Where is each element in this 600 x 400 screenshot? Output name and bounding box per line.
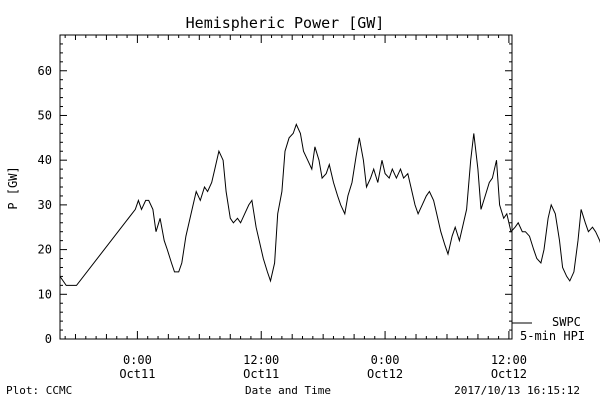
y-tick-label: 10	[38, 287, 52, 301]
x-axis-ticks: 0:00Oct1112:00Oct110:00Oct1212:00Oct120:…	[64, 35, 527, 381]
legend-hpi-label: 5-min HPI	[520, 329, 585, 343]
x-tick-time-label: 0:00	[123, 353, 152, 367]
footer-plot-credit: Plot: CCMC	[6, 384, 72, 397]
x-tick-date-label: Oct11	[119, 367, 155, 381]
x-tick-date-label: Oct12	[367, 367, 403, 381]
y-tick-label: 20	[38, 243, 52, 257]
x-axis-label: Date and Time	[245, 384, 331, 397]
footer-timestamp: 2017/10/13 16:15:12	[454, 384, 580, 397]
y-tick-label: 50	[38, 108, 52, 122]
legend: SWPC 5-min HPI	[512, 315, 585, 343]
y-tick-label: 40	[38, 153, 52, 167]
y-axis-label: P [GW]	[6, 166, 20, 209]
x-tick-time-label: 12:00	[243, 353, 279, 367]
x-tick-time-label: 12:00	[491, 353, 527, 367]
chart-title: Hemispheric Power [GW]	[186, 14, 385, 32]
x-tick-time-label: 0:00	[371, 353, 400, 367]
x-tick-date-label: Oct12	[491, 367, 527, 381]
y-axis-ticks: 0 10 20 30 40 50 60	[38, 34, 512, 346]
legend-swpc-label: SWPC	[552, 315, 581, 329]
y-tick-label: 30	[38, 198, 52, 212]
y-tick-label: 60	[38, 64, 52, 78]
series-line	[59, 123, 600, 286]
plot-frame	[59, 34, 513, 340]
x-tick-date-label: Oct11	[243, 367, 279, 381]
y-tick-label: 0	[45, 332, 52, 346]
